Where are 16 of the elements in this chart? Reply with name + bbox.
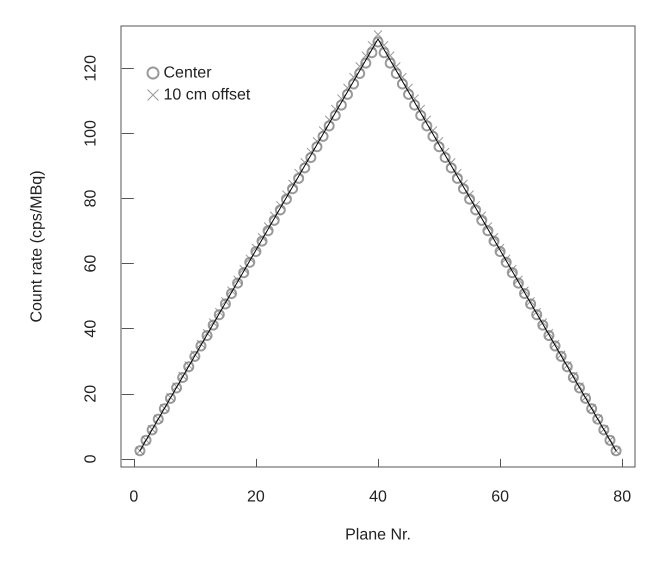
x-tick-label: 0 — [129, 488, 138, 506]
x-tick-label: 40 — [369, 488, 387, 506]
y-tick-label: 120 — [82, 54, 100, 82]
y-tick-label: 20 — [82, 384, 100, 403]
x-tick-label: 60 — [491, 488, 510, 506]
x-axis-title: Plane Nr. — [345, 526, 411, 544]
y-tick-label: 80 — [82, 189, 100, 208]
y-tick-label: 0 — [82, 454, 100, 464]
y-tick-label: 100 — [82, 120, 100, 147]
legend-label: 10 cm offset — [164, 86, 251, 104]
x-tick-label: 80 — [613, 488, 632, 506]
y-tick-label: 40 — [82, 320, 100, 338]
y-axis-title: Count rate (cps/MBq) — [28, 170, 46, 323]
y-tick-label: 60 — [82, 254, 100, 272]
legend-label: Center — [164, 64, 212, 82]
x-tick-label: 20 — [247, 488, 265, 506]
